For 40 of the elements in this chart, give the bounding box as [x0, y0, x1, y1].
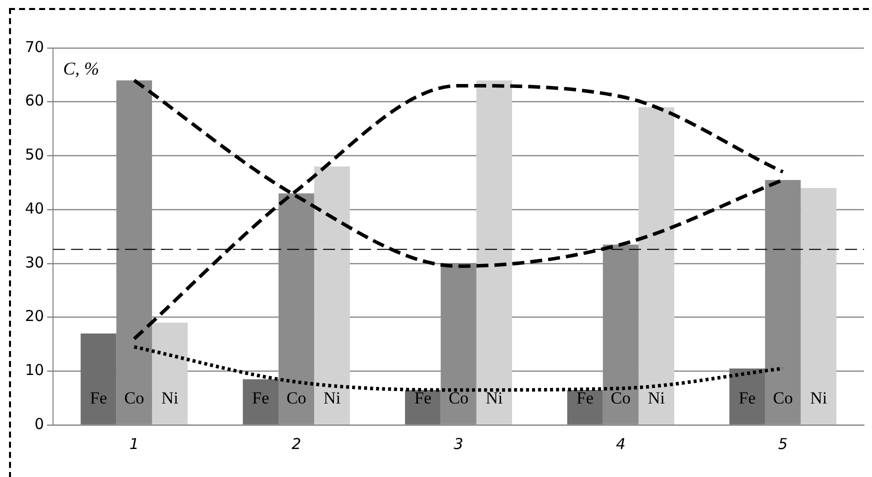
line-series: [132, 345, 785, 392]
text: Co: [610, 388, 631, 408]
x-tick-label: 4: [616, 434, 626, 453]
text: Co: [448, 388, 468, 408]
bar: [800, 188, 836, 424]
bar: [152, 322, 188, 424]
y-tick-label: 40: [24, 199, 44, 218]
text: Co: [124, 388, 144, 408]
bar: [405, 390, 441, 424]
text: Fe: [252, 388, 270, 408]
text: Fe: [576, 388, 594, 408]
series-label: Ni: [648, 388, 666, 408]
x-tick-label: 2: [292, 434, 302, 453]
text: Co: [772, 388, 793, 408]
bar: [80, 333, 116, 424]
y-tick-label: 50: [24, 146, 44, 164]
y-tick-label: 20: [24, 307, 44, 326]
y-tick-label: 10: [24, 361, 44, 380]
bar: [242, 379, 279, 424]
bar: [476, 80, 512, 424]
bar: [729, 368, 766, 424]
x-tick-label: 3: [454, 434, 464, 453]
text: Fe: [738, 388, 756, 408]
bar: [638, 107, 674, 424]
x-tick-label: 1: [129, 434, 139, 453]
text: Fe: [90, 388, 107, 408]
text: Ni: [161, 388, 178, 408]
y-tick-label: 60: [24, 92, 44, 110]
y-axis-title: C, %: [63, 58, 100, 79]
bar: [314, 166, 350, 424]
text: Ni: [324, 388, 341, 408]
series-label: Fe: [414, 388, 432, 408]
x-tick-label: 5: [778, 434, 788, 453]
series-label: Co: [286, 388, 306, 408]
text: Ni: [486, 388, 503, 408]
y-tick-label: 0: [34, 414, 44, 433]
y-tick-label: 30: [24, 253, 44, 272]
text: Ni: [810, 388, 828, 408]
y-tick-label: 70: [24, 38, 44, 56]
bar: [567, 390, 603, 424]
